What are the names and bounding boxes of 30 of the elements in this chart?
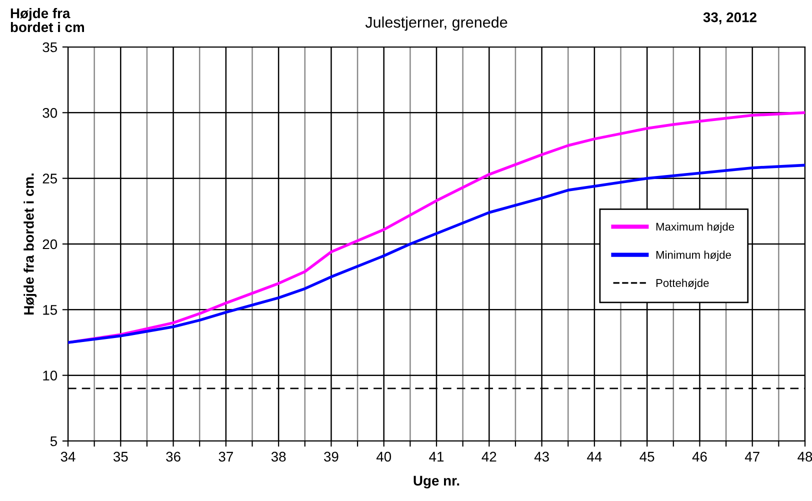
x-tick-label: 41 (429, 452, 444, 462)
legend-label: Pottehøjde (656, 278, 709, 290)
chart-title: Julestjerner, grenede (365, 16, 508, 31)
x-tick-label: 39 (324, 452, 338, 462)
x-tick-label: 48 (798, 452, 812, 462)
x-tick-label: 35 (113, 452, 128, 462)
y-tick-label: 35 (42, 42, 58, 52)
x-tick-label: 34 (60, 452, 76, 462)
x-tick-label: 42 (482, 452, 496, 462)
text: 33, 2012 (703, 12, 756, 24)
x-tick-label: 44 (587, 452, 602, 462)
y-tick-label: 20 (42, 239, 58, 250)
x-tick-label: 37 (218, 452, 233, 462)
y-tick-label: 10 (43, 370, 58, 381)
x-tick-label: 43 (534, 452, 549, 462)
x-tick-label: 47 (744, 452, 760, 462)
x-tick-label: 36 (166, 452, 180, 462)
legend-label: Minimum højde (656, 250, 731, 261)
x-tick-label: 46 (692, 452, 707, 462)
y-axis-title: Højde fra bordet i cm. (24, 174, 37, 314)
y-tick-label: 30 (42, 108, 58, 118)
x-tick-label: 40 (376, 452, 392, 462)
y-tick-label: 25 (42, 174, 58, 184)
text: Højde fra bordet i cm (10, 8, 84, 32)
x-tick-label: 45 (640, 452, 654, 462)
y-tick-label: 15 (43, 305, 58, 315)
y-tick-label: 5 (50, 436, 57, 446)
legend-label: Maximum højde (656, 222, 734, 233)
x-axis-title: Uge nr. (414, 476, 460, 488)
x-tick-label: 38 (271, 452, 286, 462)
